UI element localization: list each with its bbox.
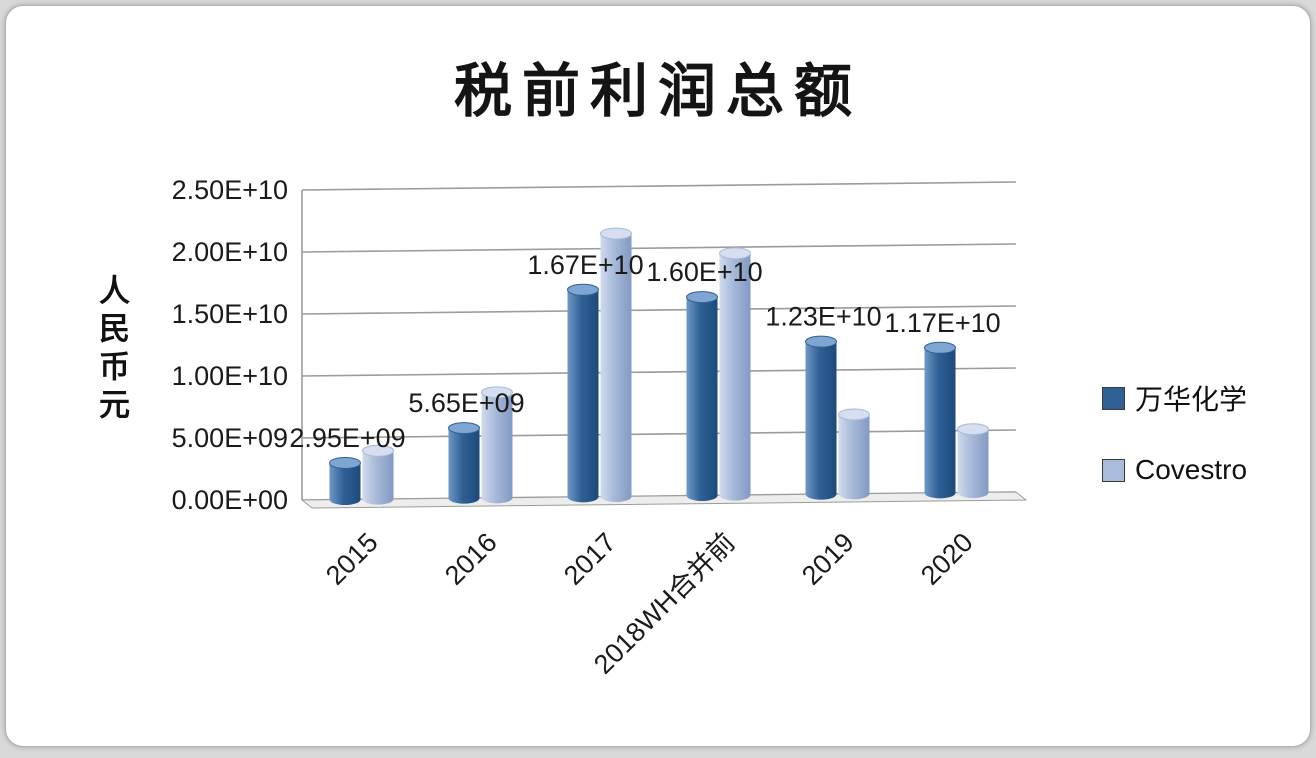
bar-body (958, 429, 989, 492)
legend-item-covestro: Covestro (1102, 454, 1247, 486)
bar-bottom (449, 493, 480, 504)
bar-bottom (806, 489, 837, 500)
y-tick-label: 1.00E+10 (172, 361, 288, 391)
bar-bottom (601, 491, 632, 502)
bar-top (330, 457, 361, 468)
bar-top (958, 424, 989, 435)
bar-top (925, 342, 956, 353)
bar-body (839, 414, 870, 493)
bar-data-label: 2.95E+09 (289, 423, 405, 453)
x-tick-label: 2020 (915, 527, 979, 591)
chart-floor (302, 492, 1026, 508)
y-tick-label: 5.00E+09 (172, 423, 288, 453)
bar-body (925, 348, 956, 493)
legend-swatch-covestro (1102, 459, 1125, 482)
gridline (302, 244, 1016, 252)
bar-bottom (720, 490, 751, 501)
bar-top (601, 228, 632, 239)
bar-bottom (330, 494, 361, 505)
bar-data-label: 1.23E+10 (765, 302, 881, 332)
bar-top (449, 423, 480, 434)
bar-data-label: 1.60E+10 (646, 257, 762, 287)
bar-top (806, 336, 837, 347)
y-tick-label: 1.50E+10 (172, 299, 288, 329)
bar-data-label: 5.65E+09 (408, 388, 524, 418)
bar-body (720, 253, 751, 495)
x-tick-label: 2019 (796, 527, 860, 591)
bar-data-label: 1.67E+10 (527, 250, 643, 280)
bar-bottom (363, 494, 394, 505)
bar-body (568, 290, 599, 497)
legend-item-wanhua: 万华化学 (1102, 378, 1247, 418)
chart-legend: 万华化学 Covestro (1102, 378, 1247, 522)
gridline (302, 430, 1016, 438)
bar-top (839, 409, 870, 420)
bar-bottom (482, 492, 513, 503)
gridline (302, 368, 1016, 376)
bar-bottom (687, 490, 718, 501)
bar-bottom (568, 491, 599, 502)
bar-bottom (839, 488, 870, 499)
legend-label-covestro: Covestro (1135, 454, 1247, 486)
bar-body (449, 428, 480, 498)
legend-swatch-wanhua (1102, 387, 1125, 410)
bar-bottom (958, 487, 989, 498)
bar-body (806, 342, 837, 495)
legend-label-wanhua: 万华化学 (1135, 378, 1247, 418)
bar-top (687, 292, 718, 303)
y-tick-label: 0.00E+00 (172, 485, 288, 515)
bar-top (568, 284, 599, 295)
x-tick-label: 2017 (558, 527, 622, 591)
x-tick-label: 2015 (320, 527, 384, 591)
bar-body (687, 297, 718, 495)
gridline (302, 182, 1016, 190)
bar-body (363, 451, 394, 499)
bar-bottom (925, 487, 956, 498)
y-tick-label: 2.50E+10 (172, 175, 288, 205)
y-tick-label: 2.00E+10 (172, 237, 288, 267)
bar-data-label: 1.17E+10 (884, 308, 1000, 338)
x-tick-label: 2016 (439, 527, 503, 591)
